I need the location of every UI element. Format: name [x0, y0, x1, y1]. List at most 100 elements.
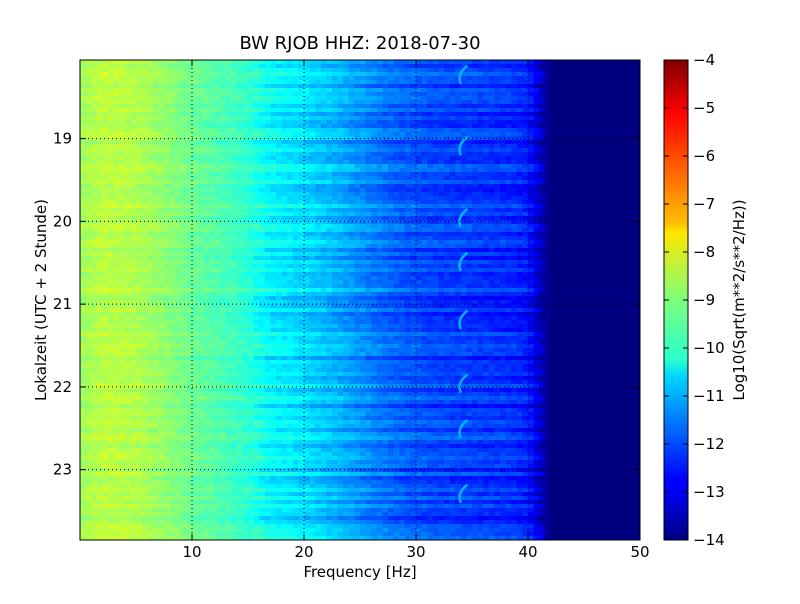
heatmap-cell [315, 164, 322, 169]
heatmap-cell [264, 228, 271, 233]
heatmap-cell [550, 192, 557, 197]
heatmap-cell [404, 176, 411, 181]
heatmap-cell [410, 208, 417, 213]
heatmap-cell [208, 168, 215, 173]
heatmap-cell [421, 84, 428, 89]
heatmap-cell [192, 60, 198, 65]
heatmap-cell [612, 228, 618, 233]
heatmap-cell [264, 108, 271, 113]
heatmap-cell [231, 80, 238, 85]
heatmap-cell [466, 80, 473, 85]
heatmap-cell [516, 72, 523, 77]
heatmap-cell [248, 196, 254, 201]
heatmap-cell [332, 120, 338, 125]
heatmap-cell [197, 68, 204, 73]
heatmap-cell [449, 200, 456, 205]
heatmap-cell [287, 72, 294, 77]
heatmap-cell [208, 148, 215, 153]
heatmap-cell [533, 256, 540, 261]
heatmap-cell [404, 112, 411, 117]
heatmap-cell [287, 88, 294, 93]
heatmap-cell [164, 116, 170, 121]
heatmap-cell [175, 84, 182, 89]
heatmap-cell [276, 196, 282, 201]
heatmap-cell [225, 212, 232, 217]
heatmap-cell [332, 200, 338, 205]
heatmap-cell [354, 256, 361, 261]
heatmap-cell [399, 156, 406, 161]
heatmap-cell [287, 68, 294, 73]
heatmap-cell [119, 120, 126, 125]
heatmap-cell [544, 192, 551, 197]
heatmap-cell [628, 136, 635, 141]
heatmap-cell [192, 68, 198, 73]
heatmap-cell [539, 96, 546, 101]
heatmap-cell [326, 100, 333, 105]
heatmap-cell [253, 204, 260, 209]
heatmap-cell [276, 172, 282, 177]
heatmap-cell [315, 60, 322, 65]
heatmap-cell [455, 156, 462, 161]
heatmap-cell [427, 96, 434, 101]
heatmap-cell [197, 84, 204, 89]
heatmap-cell [561, 220, 568, 225]
heatmap-cell [399, 252, 406, 257]
heatmap-cell [500, 244, 506, 249]
heatmap-cell [136, 168, 142, 173]
heatmap-cell [80, 116, 86, 121]
heatmap-cell [528, 188, 534, 193]
heatmap-cell [511, 60, 518, 65]
heatmap-cell [309, 172, 316, 177]
heatmap-cell [180, 204, 187, 209]
heatmap-cell [326, 192, 333, 197]
heatmap-cell [102, 228, 109, 233]
heatmap-cell [287, 160, 294, 165]
heatmap-cell [231, 240, 238, 245]
heatmap-cell [270, 220, 277, 225]
heatmap-cell [298, 156, 305, 161]
heatmap-cell [354, 236, 361, 241]
heatmap-cell [634, 216, 641, 221]
heatmap-cell [567, 100, 574, 105]
heatmap-cell [488, 236, 495, 241]
heatmap-cell [399, 236, 406, 241]
heatmap-cell [427, 148, 434, 153]
heatmap-cell [270, 240, 277, 245]
heatmap-cell [108, 208, 114, 213]
heatmap-cell [522, 72, 529, 77]
heatmap-cell [449, 220, 456, 225]
heatmap-cell [326, 76, 333, 81]
heatmap-cell [556, 72, 562, 77]
heatmap-cell [147, 228, 154, 233]
heatmap-cell [382, 76, 389, 81]
heatmap-cell [175, 140, 182, 145]
heatmap-cell [91, 64, 98, 69]
heatmap-cell [315, 116, 322, 121]
heatmap-cell [466, 148, 473, 153]
heatmap-cell [466, 228, 473, 233]
heatmap-cell [561, 248, 568, 253]
heatmap-cell [393, 128, 400, 133]
heatmap-cell [483, 200, 490, 205]
heatmap-cell [561, 196, 568, 201]
heatmap-cell [388, 136, 394, 141]
heatmap-cell [158, 220, 165, 225]
heatmap-cell [180, 136, 187, 141]
heatmap-cell [511, 96, 518, 101]
heatmap-cell [528, 84, 534, 89]
heatmap-cell [438, 104, 445, 109]
heatmap-cell [242, 100, 249, 105]
heatmap-cell [348, 216, 355, 221]
heatmap-cell [634, 196, 641, 201]
heatmap-cell [186, 188, 193, 193]
heatmap-cell [214, 104, 221, 109]
heatmap-cell [477, 220, 484, 225]
heatmap-cell [113, 84, 120, 89]
heatmap-cell [376, 160, 383, 165]
heatmap-cell [264, 216, 271, 221]
heatmap-cell [466, 184, 473, 189]
heatmap-cell [326, 160, 333, 165]
heatmap-cell [455, 256, 462, 261]
heatmap-cell [522, 92, 529, 97]
heatmap-cell [572, 136, 579, 141]
